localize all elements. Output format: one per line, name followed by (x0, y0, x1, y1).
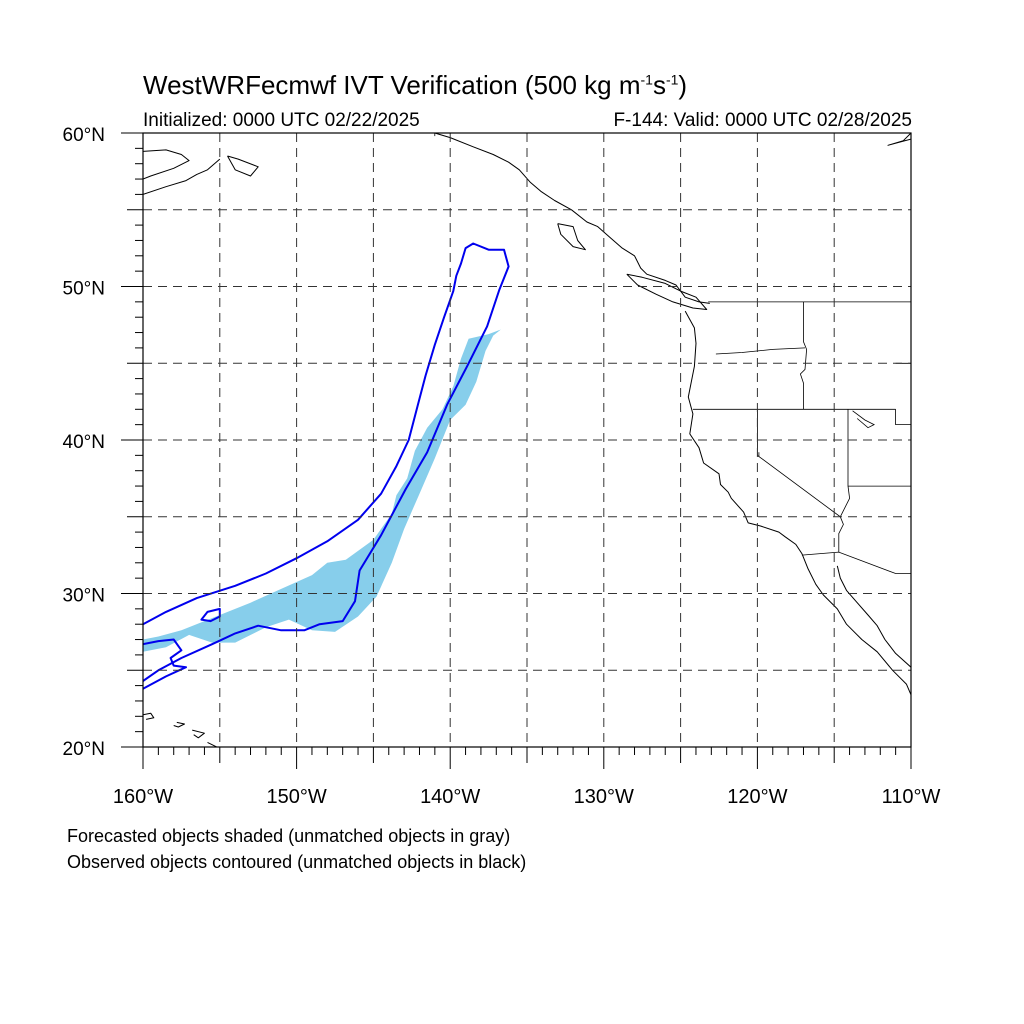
initialized-time: Initialized: 0000 UTC 02/22/2025 (143, 110, 420, 131)
title-unit-s: s (652, 70, 666, 100)
latitude-label: 50°N (63, 279, 105, 300)
observed-ivt-contour-inner (200, 607, 221, 623)
observed-ivt-contour-west (143, 638, 187, 690)
forecast-note: Forecasted objects shaded (unmatched obj… (67, 826, 511, 846)
coastline (173, 721, 185, 728)
political-border (757, 409, 844, 553)
forecast-objects-layer (143, 329, 501, 652)
coastline (836, 565, 911, 668)
forecast-ivt-object (143, 329, 501, 652)
border-layer (434, 133, 911, 574)
latitude-label: 20°N (63, 739, 105, 760)
coastline (227, 155, 259, 177)
valid-time: F-144: Valid: 0000 UTC 02/28/2025 (613, 110, 912, 131)
coastline (207, 741, 218, 747)
coastline-layer (143, 133, 911, 747)
axis-label-layer: 60°N 50°N 40°N 30°N 20°N 160°W 150°W 140°W 130°W… (63, 125, 941, 808)
longitude-label: 130°W (574, 786, 634, 808)
title-prefix: WestWRFecmwf IVT Verification (500 kg m (143, 70, 641, 100)
observed-ivt-contour (143, 242, 510, 682)
title-suffix: ) (678, 70, 688, 100)
coastline (887, 133, 911, 146)
coastline (557, 223, 586, 251)
tick-layer (121, 132, 912, 769)
political-border (715, 347, 806, 355)
longitude-label: 120°W (727, 786, 787, 808)
coastline (192, 729, 205, 739)
latitude-label: 40°N (63, 432, 105, 453)
latitude-label: 30°N (63, 586, 105, 607)
coastline (684, 310, 911, 695)
observed-note: Observed objects contoured (unmatched ob… (67, 852, 527, 872)
gridline-layer (143, 133, 911, 747)
political-border (852, 410, 875, 429)
coastline (434, 133, 710, 304)
map-frame (142, 132, 912, 748)
longitude-label: 110°W (882, 786, 941, 808)
longitude-label: 160°W (113, 786, 173, 808)
title-exponent-2: -1 (665, 71, 679, 88)
political-border (801, 551, 911, 574)
observed-objects-layer (143, 242, 510, 690)
longitude-label: 150°W (266, 786, 326, 808)
political-border (895, 362, 911, 425)
political-border (895, 409, 911, 426)
coastline (143, 158, 221, 195)
map-title: WestWRFecmwf IVT Verification (500 kg m-… (143, 70, 687, 101)
title-exponent-1: -1 (640, 71, 653, 88)
latitude-label: 60°N (63, 125, 105, 146)
political-border (799, 301, 808, 410)
longitude-label: 140°W (420, 786, 480, 808)
political-border (839, 409, 851, 517)
coastline (143, 712, 155, 720)
coastline (626, 273, 708, 310)
coastline (143, 149, 190, 180)
